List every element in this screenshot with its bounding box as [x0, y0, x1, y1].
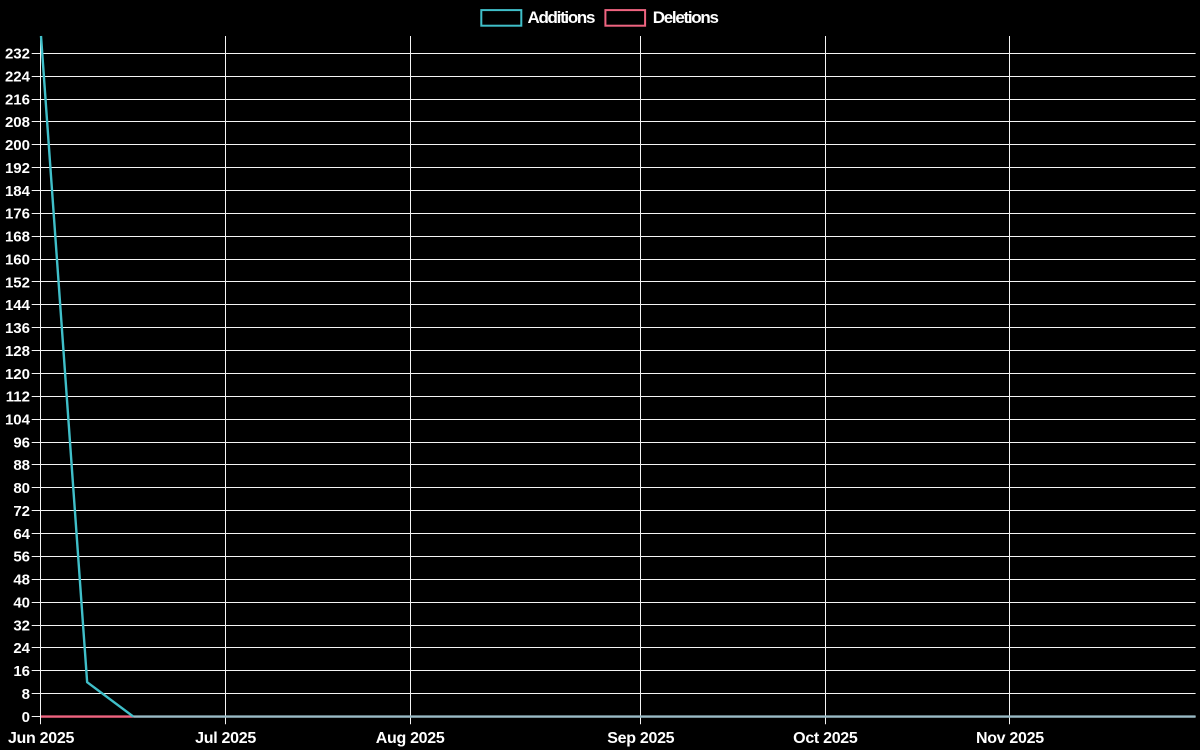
svg-text:184: 184	[5, 183, 31, 200]
svg-text:112: 112	[6, 389, 30, 406]
svg-text:Nov 2025: Nov 2025	[976, 730, 1044, 747]
svg-text:216: 216	[5, 91, 30, 108]
svg-text:48: 48	[13, 572, 30, 589]
svg-text:64: 64	[13, 526, 30, 543]
svg-text:Additions: Additions	[528, 8, 596, 27]
svg-text:40: 40	[13, 594, 30, 611]
svg-text:8: 8	[22, 686, 30, 703]
svg-text:32: 32	[13, 617, 30, 634]
svg-text:56: 56	[13, 549, 30, 566]
svg-text:144: 144	[5, 297, 31, 314]
svg-text:Jul 2025: Jul 2025	[195, 730, 256, 747]
svg-text:24: 24	[13, 640, 30, 657]
svg-text:160: 160	[5, 251, 30, 268]
svg-text:136: 136	[5, 320, 30, 337]
svg-text:Oct 2025: Oct 2025	[793, 730, 858, 747]
svg-text:152: 152	[5, 274, 30, 291]
svg-text:Deletions: Deletions	[653, 8, 719, 27]
svg-text:176: 176	[5, 206, 30, 223]
svg-text:96: 96	[13, 434, 30, 451]
svg-text:80: 80	[13, 480, 30, 497]
svg-text:72: 72	[13, 503, 30, 520]
svg-text:104: 104	[5, 412, 31, 429]
svg-text:192: 192	[5, 160, 30, 177]
svg-text:128: 128	[5, 343, 30, 360]
svg-text:224: 224	[5, 68, 31, 85]
svg-text:232: 232	[5, 46, 30, 63]
svg-text:168: 168	[5, 229, 30, 246]
svg-text:Aug 2025: Aug 2025	[376, 730, 445, 747]
svg-text:88: 88	[13, 457, 30, 474]
svg-text:208: 208	[5, 114, 30, 131]
svg-text:200: 200	[5, 137, 30, 154]
svg-text:120: 120	[5, 366, 30, 383]
svg-text:0: 0	[22, 709, 30, 726]
svg-text:Sep 2025: Sep 2025	[607, 730, 674, 747]
svg-text:Jun 2025: Jun 2025	[8, 730, 74, 747]
svg-text:16: 16	[13, 663, 30, 680]
